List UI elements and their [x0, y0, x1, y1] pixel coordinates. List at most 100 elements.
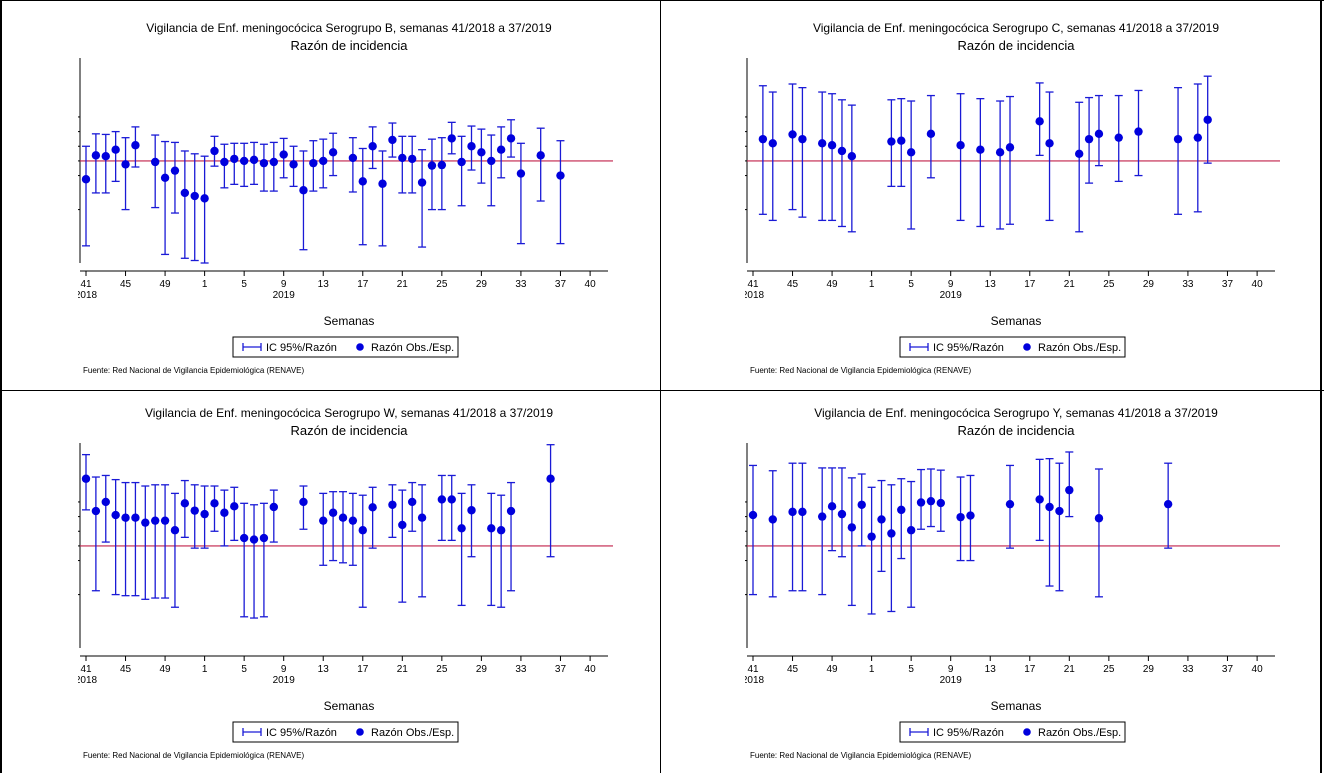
x-tick-label: 49	[160, 664, 172, 675]
legend-ci-label: IC 95%/Razón	[266, 342, 337, 354]
data-point	[190, 506, 199, 515]
x-tick-label: 21	[397, 279, 409, 290]
data-point	[279, 150, 288, 159]
data-point	[837, 146, 847, 156]
x-tick-label: 33	[515, 279, 527, 290]
legend-point-marker	[356, 728, 364, 736]
data-point	[239, 533, 249, 543]
data-point	[847, 151, 857, 161]
chart-serogrupo-b: Vigilancia de Enf. meningocócica Serogru…	[78, 21, 613, 375]
x-tick-label: 17	[357, 279, 369, 290]
data-point	[467, 142, 476, 151]
x-tick-label: 13	[985, 664, 997, 675]
x-tick-label: 17	[1024, 279, 1036, 290]
data-point	[457, 524, 466, 533]
data-point	[556, 171, 565, 180]
data-point	[111, 145, 120, 154]
x-tick-label: 9	[281, 279, 287, 290]
data-point	[239, 156, 249, 166]
data-point	[269, 157, 279, 167]
legend-point-marker	[356, 343, 364, 351]
data-point	[180, 499, 190, 508]
year-label-2018: 2018	[745, 290, 765, 301]
data-point	[299, 186, 308, 195]
x-tick-label: 17	[357, 664, 369, 675]
data-point	[768, 139, 777, 148]
x-tick-label: 40	[585, 279, 597, 290]
x-tick-label: 49	[160, 279, 172, 290]
data-point	[121, 160, 130, 169]
data-point	[190, 191, 199, 201]
data-point	[1173, 134, 1183, 144]
data-point	[101, 497, 110, 507]
data-point	[966, 511, 975, 520]
data-point	[368, 503, 377, 512]
data-point	[1203, 115, 1212, 124]
data-point	[220, 157, 229, 167]
data-point	[1035, 495, 1044, 504]
data-point	[496, 526, 506, 535]
data-point	[516, 169, 526, 178]
year-label-2019: 2019	[940, 290, 963, 301]
source-note: Fuente: Red Nacional de Vigilancia Epide…	[750, 366, 971, 375]
year-label-2019: 2019	[273, 675, 296, 686]
x-tick-label: 37	[555, 279, 567, 290]
data-point	[926, 129, 936, 139]
data-point	[1005, 143, 1015, 152]
data-point	[546, 474, 555, 483]
data-point	[1193, 133, 1203, 142]
x-tick-label: 49	[827, 279, 839, 290]
x-tick-label: 1	[202, 664, 208, 675]
x-tick-label: 5	[241, 664, 247, 675]
data-point	[748, 510, 758, 520]
data-point	[956, 141, 965, 150]
data-point	[1055, 506, 1064, 516]
data-point	[1084, 134, 1094, 144]
x-tick-label: 9	[948, 664, 954, 675]
source-note: Fuente: Red Nacional de Vigilancia Epide…	[750, 751, 971, 760]
x-tick-label: 37	[1222, 664, 1234, 675]
x-tick-label: 21	[1064, 664, 1076, 675]
x-tick-label: 5	[908, 664, 914, 675]
x-tick-label: 5	[908, 279, 914, 290]
year-label-2019: 2019	[273, 290, 296, 301]
x-axis-title: Semanas	[991, 314, 1042, 328]
data-point	[230, 502, 239, 511]
data-point	[788, 130, 797, 139]
data-point	[536, 151, 545, 160]
legend-point-label: Razón Obs./Esp.	[1038, 342, 1121, 354]
data-point	[407, 154, 417, 164]
x-tick-label: 45	[120, 664, 132, 675]
data-point	[407, 497, 417, 507]
chart-title: Vigilancia de Enf. meningocócica Serogru…	[813, 21, 1219, 35]
data-point	[299, 497, 308, 507]
year-label-2018: 2018	[78, 675, 98, 686]
chart-subtitle: Razón de incidencia	[290, 423, 408, 438]
data-point	[1035, 117, 1044, 126]
data-point	[506, 134, 516, 143]
x-tick-label: 21	[1064, 279, 1076, 290]
data-point	[477, 148, 486, 157]
table-border-left	[0, 0, 2, 773]
data-point	[338, 513, 348, 522]
data-point	[111, 510, 120, 520]
data-point	[220, 508, 229, 517]
data-point	[867, 532, 876, 541]
table-border-top	[0, 0, 1324, 1]
data-point	[91, 151, 101, 160]
legend-point-label: Razón Obs./Esp.	[371, 727, 454, 739]
x-tick-label: 49	[827, 664, 839, 675]
table-border-center	[660, 0, 661, 773]
x-tick-label: 13	[318, 664, 330, 675]
data-point	[936, 498, 946, 508]
x-tick-label: 17	[1024, 664, 1036, 675]
year-label-2018: 2018	[745, 675, 765, 686]
data-point	[91, 506, 101, 516]
data-point	[906, 526, 916, 535]
source-note: Fuente: Red Nacional de Vigilancia Epide…	[83, 366, 304, 375]
plot-group: Vigilancia de Enf. meningocócica Serogru…	[78, 21, 613, 375]
data-point	[1094, 514, 1104, 523]
chart-title: Vigilancia de Enf. meningocócica Serogru…	[146, 21, 552, 35]
chart-serogrupo-y: Vigilancia de Enf. meningocócica Serogru…	[745, 406, 1280, 760]
data-point	[319, 516, 328, 525]
